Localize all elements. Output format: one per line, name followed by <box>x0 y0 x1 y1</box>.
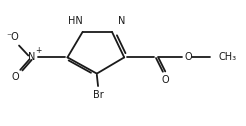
Text: ⁻O: ⁻O <box>7 33 19 42</box>
Text: N: N <box>118 16 125 26</box>
Text: CH₃: CH₃ <box>218 52 236 62</box>
Text: O: O <box>162 75 169 85</box>
Text: HN: HN <box>68 16 83 26</box>
Text: +: + <box>36 46 42 55</box>
Text: N: N <box>28 52 36 62</box>
Text: O: O <box>12 72 19 82</box>
Text: O: O <box>184 52 192 62</box>
Text: Br: Br <box>93 90 103 100</box>
